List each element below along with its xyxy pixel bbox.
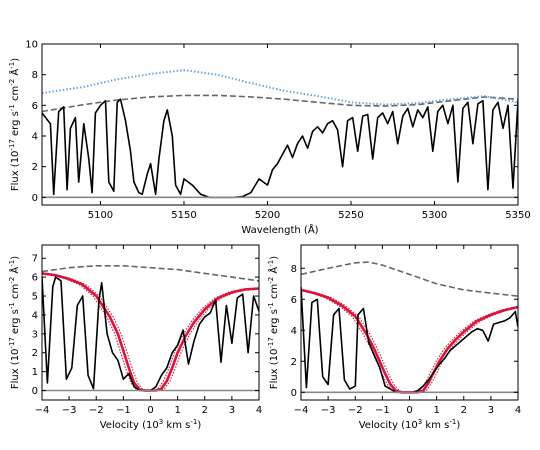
y-tick-label: 5 — [32, 292, 38, 303]
y-tick-label: 8 — [291, 264, 297, 275]
y-tick-label: 3 — [32, 329, 38, 340]
y-tick-label: 7 — [32, 254, 38, 265]
y-tick-label: 10 — [25, 40, 38, 51]
plot-area — [301, 261, 518, 394]
x-tick-label: 3 — [488, 405, 494, 416]
y-axis-label: Flux (10-17 erg s-1 cm-2 Å-1) — [8, 256, 21, 389]
plot-area — [42, 69, 518, 199]
y-tick-label: 0 — [32, 193, 38, 204]
x-tick-label: 2 — [202, 405, 208, 416]
panel-bottom-right: −4 −3 −2 −1 0 1 2 3 4 0 2 4 6 8 Velocity (103 km s-1) F… — [267, 244, 521, 431]
series-observed — [42, 98, 518, 199]
x-tick-label: 5300 — [422, 210, 447, 221]
panel-top: 5100 5150 5200 5250 5300 5350 0 2 4 6 8 10 Wavelengt… — [8, 40, 531, 237]
series-template — [42, 69, 518, 106]
y-tick-label: 8 — [32, 70, 38, 81]
plot-area — [42, 264, 259, 392]
x-tick-label: 5250 — [338, 210, 363, 221]
x-tick-label: 1 — [174, 405, 180, 416]
x-axis-label: Velocity (103 km s-1) — [359, 418, 461, 431]
series-continuum — [301, 261, 518, 297]
y-tick-label: 6 — [32, 101, 38, 112]
x-tick-label: 5150 — [171, 210, 196, 221]
y-tick-label: 0 — [32, 386, 38, 397]
x-tick-label: −4 — [35, 405, 50, 416]
x-tick-label: −4 — [294, 405, 309, 416]
panel-bottom-left: −4 −3 −2 −1 0 1 2 3 4 0 1 2 3 4 5 6 7 Velocity (103 km s-… — [8, 244, 262, 431]
y-tick-label: 1 — [32, 367, 38, 378]
x-axis-label: Velocity (103 km s-1) — [100, 418, 202, 431]
x-tick-label: −2 — [89, 405, 104, 416]
axes-frame — [41, 43, 519, 206]
y-tick-label: 2 — [32, 348, 38, 359]
y-tick-label: 2 — [291, 357, 297, 368]
x-tick-label: 1 — [433, 405, 439, 416]
x-tick-label: 4 — [515, 405, 521, 416]
y-tick-label: 6 — [291, 295, 297, 306]
x-tick-label: 3 — [229, 405, 235, 416]
series-model-bound-0 — [301, 290, 515, 393]
y-tick-label: 2 — [32, 162, 38, 173]
x-tick-label: −1 — [116, 405, 131, 416]
x-tick-label: −3 — [321, 405, 336, 416]
x-tick-label: 2 — [461, 405, 467, 416]
x-tick-label: −2 — [348, 405, 363, 416]
y-tick-label: 4 — [32, 132, 38, 143]
x-tick-label: −1 — [375, 405, 390, 416]
x-tick-label: 0 — [147, 405, 153, 416]
y-tick-label: 4 — [291, 326, 297, 337]
x-tick-label: 5200 — [255, 210, 280, 221]
series-observed — [301, 286, 518, 394]
series-continuum — [42, 94, 518, 113]
series-model — [301, 288, 518, 394]
y-tick-label: 0 — [291, 388, 297, 399]
y-axis-label: Flux (10-17 erg s-1 cm-2 Å-1) — [8, 58, 21, 191]
y-tick-label: 4 — [32, 310, 38, 321]
x-tick-label: 5100 — [88, 210, 113, 221]
series-continuum — [42, 264, 259, 282]
x-tick-label: −3 — [62, 405, 77, 416]
x-tick-label: 5350 — [505, 210, 530, 221]
y-axis-label: Flux (10-17 erg s-1 cm-2 Å-1) — [267, 256, 280, 389]
x-axis-label: Wavelength (Å) — [241, 223, 318, 236]
x-tick-label: 4 — [256, 405, 262, 416]
x-tick-label: 0 — [406, 405, 412, 416]
y-tick-label: 6 — [32, 273, 38, 284]
